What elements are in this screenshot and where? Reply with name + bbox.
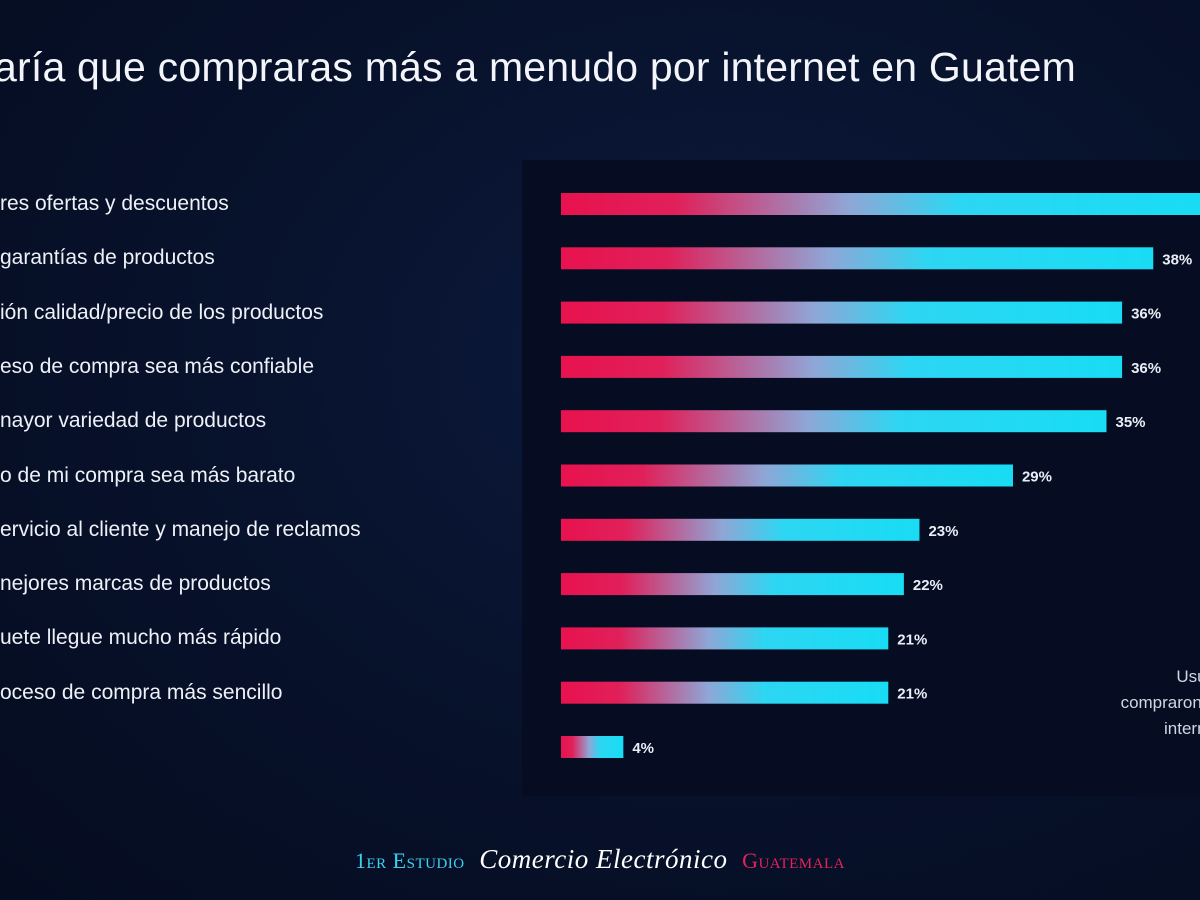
chart-title: aría que compraras más a menudo por inte… xyxy=(0,44,1076,90)
category-label-1: res ofertas y descuentos xyxy=(0,192,229,215)
bar-9 xyxy=(561,627,889,650)
side-note: Usua compraron e interne xyxy=(1060,664,1200,742)
value-label-5: 35% xyxy=(1115,414,1145,431)
bar-1 xyxy=(561,193,1200,215)
value-label-8: 22% xyxy=(913,577,943,594)
bar-3 xyxy=(561,301,1123,324)
bar-2 xyxy=(561,247,1154,270)
bar-7 xyxy=(561,518,920,541)
category-label-3: ión calidad/precio de los productos xyxy=(0,300,324,324)
footer-brand: 1er Estudio Comercio Electrónico Guatema… xyxy=(0,844,1200,875)
value-label-9: 21% xyxy=(897,631,927,648)
value-label-10: 21% xyxy=(897,686,927,703)
value-label-7: 23% xyxy=(928,523,958,540)
category-label-6: o de mi compra sea más barato xyxy=(0,463,296,487)
footer-part-1: 1er Estudio xyxy=(355,848,465,873)
side-note-line-3: interne xyxy=(1164,719,1200,738)
category-label-8: nejores marcas de productos xyxy=(0,572,271,596)
bar-4 xyxy=(561,355,1123,378)
value-label-4: 36% xyxy=(1131,360,1161,377)
side-note-line-2: compraron e xyxy=(1120,693,1200,712)
bar-11 xyxy=(561,736,624,758)
bar-5 xyxy=(561,410,1107,433)
value-label-11: 4% xyxy=(632,740,654,757)
side-note-line-1: Usua xyxy=(1176,667,1200,686)
category-label-7: ervicio al cliente y manejo de reclamos xyxy=(0,517,361,541)
category-label-9: uete llegue mucho más rápido xyxy=(0,626,282,650)
footer-part-2: Comercio Electrónico xyxy=(479,844,728,874)
bar-10 xyxy=(561,681,889,704)
bar-6 xyxy=(561,464,1013,487)
value-label-3: 36% xyxy=(1131,306,1161,323)
category-label-5: nayor variedad de productos xyxy=(0,409,267,433)
category-label-2: garantías de productos xyxy=(0,246,215,270)
category-label-10: oceso de compra más sencillo xyxy=(0,680,283,704)
bar-8 xyxy=(561,573,904,596)
value-label-6: 29% xyxy=(1022,469,1052,486)
category-label-4: eso de compra sea más confiable xyxy=(0,354,315,378)
footer-part-3: Guatemala xyxy=(742,848,845,873)
value-label-2: 38% xyxy=(1162,251,1192,268)
